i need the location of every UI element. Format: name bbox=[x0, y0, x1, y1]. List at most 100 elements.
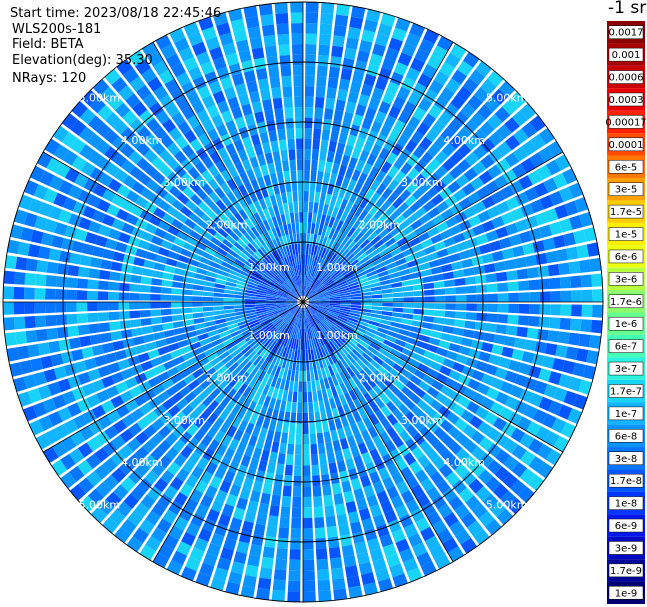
data-cell bbox=[405, 380, 418, 392]
data-cell bbox=[433, 426, 447, 440]
data-cell bbox=[171, 288, 183, 295]
data-cell bbox=[46, 327, 59, 340]
data-cell bbox=[418, 334, 431, 343]
data-cell bbox=[496, 124, 512, 140]
data-cell bbox=[227, 96, 240, 110]
data-cell bbox=[87, 290, 98, 301]
data-cell bbox=[323, 355, 331, 367]
data-cell bbox=[274, 355, 282, 367]
data-cell bbox=[460, 337, 473, 348]
data-cell bbox=[318, 44, 330, 56]
data-cell bbox=[267, 310, 278, 316]
data-cell bbox=[380, 284, 392, 290]
data-cell bbox=[375, 331, 387, 339]
data-cell bbox=[318, 305, 330, 309]
data-cell bbox=[471, 392, 486, 405]
data-cell bbox=[527, 474, 545, 491]
data-cell bbox=[411, 405, 424, 418]
data-cell bbox=[258, 282, 269, 289]
data-cell bbox=[290, 338, 295, 349]
data-cell bbox=[156, 518, 172, 534]
data-cell bbox=[373, 239, 385, 250]
data-cell bbox=[77, 371, 91, 385]
data-cell bbox=[383, 138, 396, 152]
data-cell bbox=[471, 446, 486, 461]
data-cell bbox=[203, 552, 218, 567]
data-cell bbox=[314, 107, 324, 119]
data-cell bbox=[501, 346, 514, 358]
data-cell bbox=[390, 348, 402, 358]
data-cell bbox=[456, 127, 471, 142]
data-cell bbox=[434, 303, 446, 310]
data-cell bbox=[364, 266, 376, 274]
data-cell bbox=[118, 282, 130, 292]
data-cell bbox=[371, 338, 383, 347]
data-cell bbox=[180, 445, 194, 459]
data-cell bbox=[265, 306, 277, 310]
data-cell bbox=[226, 178, 237, 191]
data-cell bbox=[167, 225, 180, 237]
data-cell bbox=[444, 103, 459, 118]
data-cell bbox=[213, 430, 226, 443]
data-cell bbox=[146, 117, 161, 133]
data-cell bbox=[439, 187, 453, 200]
data-cell bbox=[432, 495, 447, 510]
data-cell bbox=[480, 78, 497, 95]
data-cell bbox=[370, 191, 381, 204]
data-cell bbox=[279, 345, 286, 357]
data-cell bbox=[358, 508, 371, 521]
colorbar-tick-label: 0.0017 bbox=[609, 28, 644, 39]
data-cell bbox=[317, 579, 331, 592]
colorbar-label-box bbox=[608, 137, 644, 152]
data-cell bbox=[97, 104, 114, 121]
data-cell bbox=[143, 259, 156, 269]
data-cell bbox=[192, 284, 204, 291]
data-cell bbox=[208, 191, 220, 204]
data-cell bbox=[399, 189, 412, 202]
data-cell bbox=[386, 152, 398, 165]
data-cell bbox=[323, 277, 333, 286]
data-cell bbox=[13, 316, 26, 330]
data-cell bbox=[288, 359, 294, 371]
data-cell bbox=[420, 269, 433, 277]
data-cell bbox=[360, 291, 372, 296]
data-cell bbox=[396, 480, 410, 495]
data-cell bbox=[375, 351, 387, 362]
data-cell bbox=[386, 462, 399, 476]
data-cell bbox=[318, 590, 332, 602]
data-cell bbox=[536, 164, 552, 181]
data-cell bbox=[251, 533, 264, 547]
data-cell bbox=[373, 457, 386, 471]
data-cell bbox=[317, 323, 325, 334]
data-cell bbox=[417, 363, 430, 374]
data-cell bbox=[447, 426, 462, 440]
data-cell bbox=[257, 262, 268, 272]
data-cell bbox=[284, 379, 290, 391]
colorbar-label-box bbox=[608, 47, 644, 62]
data-cell bbox=[454, 319, 466, 328]
data-cell bbox=[57, 378, 72, 393]
data-cell bbox=[276, 300, 287, 302]
data-cell bbox=[181, 295, 193, 301]
data-cell bbox=[295, 433, 302, 445]
data-cell bbox=[234, 291, 246, 296]
data-cell bbox=[53, 144, 70, 161]
data-cell bbox=[55, 289, 67, 300]
data-cell bbox=[303, 339, 306, 350]
data-cell bbox=[409, 374, 422, 386]
data-cell bbox=[569, 215, 583, 230]
data-cell bbox=[242, 386, 252, 398]
data-cell bbox=[191, 41, 207, 56]
data-cell bbox=[214, 392, 226, 404]
data-cell bbox=[321, 225, 328, 237]
data-cell bbox=[225, 316, 237, 322]
data-cell bbox=[422, 113, 437, 128]
data-cell bbox=[334, 196, 343, 209]
data-cell bbox=[549, 190, 564, 206]
data-cell bbox=[350, 296, 362, 300]
data-cell bbox=[124, 377, 138, 389]
data-cell bbox=[308, 317, 313, 328]
data-cell bbox=[183, 129, 197, 144]
data-cell bbox=[391, 282, 403, 288]
data-cell bbox=[314, 313, 323, 322]
